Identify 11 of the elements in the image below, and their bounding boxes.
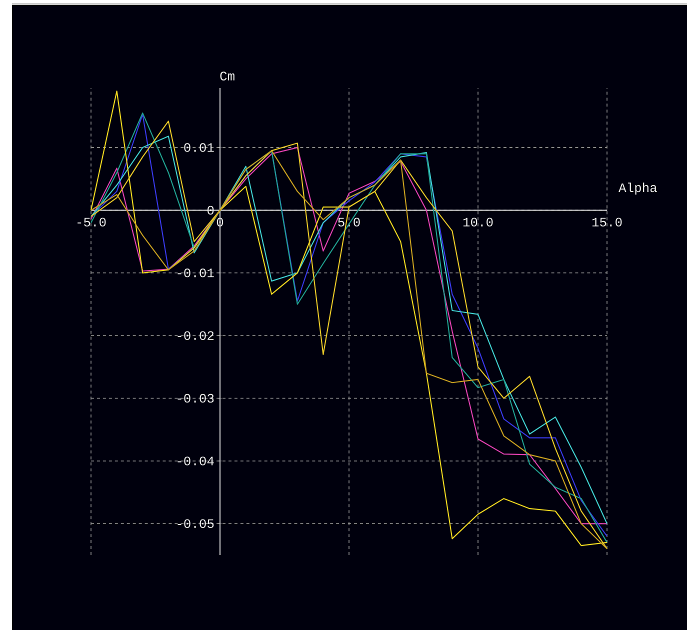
y-tick-label: -0.05 (178, 519, 214, 528)
y-axis-title: Cm (220, 72, 234, 80)
y-tick-label: -0.03 (178, 394, 214, 403)
x-tick-label: 15.0 (592, 218, 622, 227)
y-tick-label: -0.01 (178, 268, 214, 278)
x-axis-title: Alpha (618, 182, 657, 195)
y-tick-label: -0.02 (178, 331, 214, 340)
y-tick-label: -0.04 (178, 456, 214, 466)
x-tick-label: -5.0 (78, 218, 106, 227)
y-tick-label: 0.01 (184, 143, 214, 152)
x-tick-label: 10.0 (463, 218, 493, 227)
